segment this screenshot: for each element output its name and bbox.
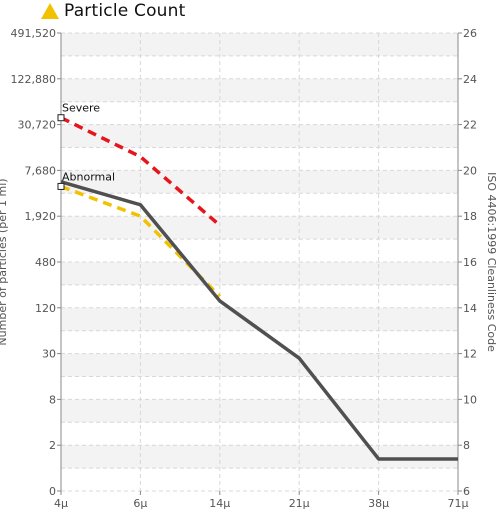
y-tick-label: 8 xyxy=(49,393,56,406)
series-marker-severe xyxy=(57,114,65,122)
series-label-abnormal: Abnormal xyxy=(62,170,115,183)
series-marker-abnormal xyxy=(57,182,65,190)
y-tick-label: 480 xyxy=(35,256,56,269)
series-line-severe xyxy=(60,116,221,227)
y2-tick-label: 16 xyxy=(463,256,477,269)
x-tick-label: 38μ xyxy=(368,497,389,510)
x-tick-label: 6μ xyxy=(133,497,147,510)
x-tick-label: 21μ xyxy=(289,497,310,510)
series-line-actual xyxy=(60,180,458,461)
warning-triangle-icon xyxy=(41,3,59,19)
x-tick-label: 14μ xyxy=(209,497,230,510)
y2-tick-label: 12 xyxy=(463,348,477,361)
y-tick-label: 30,720 xyxy=(18,119,57,132)
plot-band xyxy=(61,262,458,285)
y2-tick-label: 6 xyxy=(463,485,470,498)
plot-band xyxy=(61,124,458,148)
plot-band xyxy=(61,445,458,469)
series-label-severe: Severe xyxy=(62,102,100,115)
y-tick-label: 7,680 xyxy=(25,164,57,177)
y-tick-label: 0 xyxy=(49,485,56,498)
plot-band xyxy=(61,78,458,102)
y2-tick-label: 18 xyxy=(463,210,477,223)
y-tick-label: 1,920 xyxy=(25,210,57,223)
y-tick-label: 120 xyxy=(35,302,56,315)
y-axis-title: Number of particles (per 1 ml) xyxy=(0,178,9,345)
y2-tick-label: 10 xyxy=(463,393,477,406)
y2-axis-title: ISO 4406:1999 Cleanliness Code xyxy=(485,172,498,352)
y2-tick-label: 8 xyxy=(463,439,470,452)
plot-band xyxy=(61,170,458,194)
y-tick-label: 30 xyxy=(42,348,56,361)
y2-tick-label: 14 xyxy=(463,302,477,315)
plot-band xyxy=(61,307,458,331)
y2-tick-label: 26 xyxy=(463,27,477,40)
y2-tick-label: 22 xyxy=(463,119,477,132)
x-tick-label: 4μ xyxy=(54,497,68,510)
x-tick-label: 71μ xyxy=(448,497,469,510)
chart-title: Particle Count xyxy=(64,1,186,21)
plot-band xyxy=(61,353,458,377)
y-tick-label: 2 xyxy=(49,439,56,452)
plot-band xyxy=(61,399,458,423)
plot-band xyxy=(61,33,458,56)
chart-title-row: Particle Count xyxy=(40,0,186,22)
plot-band xyxy=(61,216,458,240)
y-tick-label: 122,880 xyxy=(11,73,57,86)
y2-tick-label: 20 xyxy=(463,164,477,177)
y-tick-label: 491,520 xyxy=(11,27,57,40)
y2-tick-label: 24 xyxy=(463,73,477,86)
